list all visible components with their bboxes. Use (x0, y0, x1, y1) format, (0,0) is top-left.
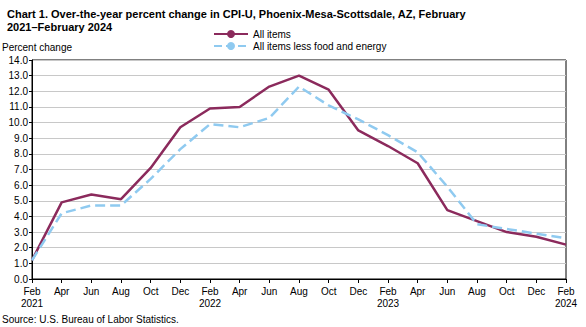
svg-text:Oct: Oct (499, 286, 515, 297)
svg-text:7.0: 7.0 (14, 164, 28, 175)
svg-text:14.0: 14.0 (9, 55, 29, 66)
svg-text:2024: 2024 (555, 298, 578, 309)
svg-text:Oct: Oct (321, 286, 337, 297)
svg-text:Jun: Jun (83, 286, 99, 297)
svg-text:6.0: 6.0 (14, 180, 28, 191)
svg-text:2.0: 2.0 (14, 242, 28, 253)
svg-text:Percent change: Percent change (2, 42, 72, 53)
svg-text:9.0: 9.0 (14, 133, 28, 144)
svg-text:Feb: Feb (23, 286, 41, 297)
svg-text:Feb: Feb (201, 286, 219, 297)
svg-text:Feb: Feb (557, 286, 575, 297)
svg-text:Aug: Aug (290, 286, 308, 297)
svg-text:5.0: 5.0 (14, 195, 28, 206)
svg-text:0.0: 0.0 (14, 274, 28, 285)
svg-text:11.0: 11.0 (9, 101, 28, 112)
svg-text:2022: 2022 (199, 298, 222, 309)
svg-text:Jun: Jun (261, 286, 277, 297)
svg-text:2021: 2021 (21, 298, 44, 309)
svg-text:2021–February 2024: 2021–February 2024 (7, 21, 113, 33)
svg-text:10.0: 10.0 (9, 117, 29, 128)
svg-text:Apr: Apr (232, 286, 248, 297)
svg-text:8.0: 8.0 (14, 148, 28, 159)
svg-text:1.0: 1.0 (14, 258, 28, 269)
svg-text:All items less food and energy: All items less food and energy (253, 41, 386, 52)
svg-text:4.0: 4.0 (14, 211, 28, 222)
svg-text:Chart 1. Over-the-year percent: Chart 1. Over-the-year percent change in… (7, 8, 467, 20)
svg-text:Dec: Dec (527, 286, 545, 297)
svg-text:Apr: Apr (410, 286, 426, 297)
svg-text:12.0: 12.0 (9, 86, 29, 97)
svg-text:Oct: Oct (143, 286, 159, 297)
svg-text:3.0: 3.0 (14, 227, 28, 238)
svg-text:2023: 2023 (377, 298, 400, 309)
svg-text:Jun: Jun (439, 286, 455, 297)
svg-text:13.0: 13.0 (9, 70, 29, 81)
svg-text:Aug: Aug (112, 286, 130, 297)
svg-text:Aug: Aug (468, 286, 486, 297)
svg-text:Feb: Feb (379, 286, 397, 297)
svg-text:Source: U.S. Bureau of Labor S: Source: U.S. Bureau of Labor Statistics. (2, 314, 179, 325)
svg-text:Dec: Dec (171, 286, 189, 297)
svg-text:All items: All items (253, 29, 291, 40)
svg-text:Dec: Dec (349, 286, 367, 297)
svg-text:Apr: Apr (54, 286, 70, 297)
